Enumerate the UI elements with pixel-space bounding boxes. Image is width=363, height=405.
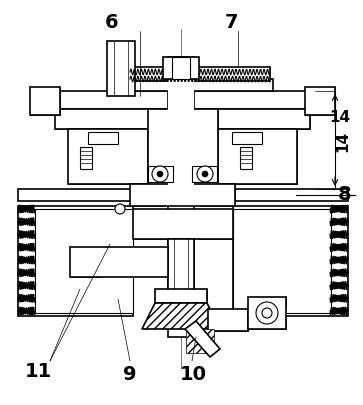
Text: 8: 8 <box>338 185 352 204</box>
Bar <box>215 110 310 130</box>
Bar <box>130 185 165 207</box>
Bar <box>148 110 218 190</box>
Bar <box>98 209 133 313</box>
Bar <box>168 58 194 198</box>
Text: 10: 10 <box>179 364 207 384</box>
Bar <box>88 133 118 145</box>
Bar <box>163 58 199 80</box>
Bar <box>217 130 297 185</box>
Bar <box>35 209 133 313</box>
Text: 11: 11 <box>24 362 52 381</box>
Bar <box>107 42 135 97</box>
Text: 6: 6 <box>105 13 119 32</box>
Bar <box>248 297 286 329</box>
Bar <box>217 130 297 185</box>
Circle shape <box>197 166 213 183</box>
Bar <box>172 58 190 80</box>
Bar <box>192 289 207 303</box>
Bar <box>148 110 218 190</box>
Bar <box>35 209 70 313</box>
Bar <box>18 190 348 202</box>
Bar <box>305 88 335 116</box>
Bar <box>68 130 148 185</box>
Bar <box>192 166 217 183</box>
Bar <box>40 92 155 110</box>
Bar <box>130 185 235 207</box>
Bar <box>150 110 215 130</box>
Bar <box>208 309 248 331</box>
Circle shape <box>262 308 272 318</box>
Bar <box>55 110 310 130</box>
Bar <box>130 68 270 82</box>
Bar <box>70 247 168 277</box>
Bar <box>248 319 286 329</box>
Circle shape <box>202 172 208 177</box>
Bar <box>232 133 262 145</box>
Text: 7: 7 <box>225 13 239 32</box>
Bar <box>155 289 207 303</box>
Bar <box>70 247 100 259</box>
Bar <box>55 110 150 130</box>
Bar <box>148 166 173 183</box>
Bar <box>198 209 233 239</box>
Circle shape <box>115 205 125 215</box>
Bar <box>128 80 273 92</box>
Bar <box>233 207 348 316</box>
Bar <box>40 92 325 110</box>
Bar <box>208 309 248 331</box>
Circle shape <box>157 172 163 177</box>
Bar <box>68 130 148 185</box>
Circle shape <box>152 166 168 183</box>
Bar <box>248 297 286 307</box>
Bar <box>233 209 268 313</box>
Text: 9: 9 <box>123 364 137 384</box>
Bar <box>80 148 92 170</box>
Text: 14: 14 <box>330 110 351 125</box>
Text: 14: 14 <box>335 130 351 151</box>
Bar <box>210 92 325 110</box>
Circle shape <box>256 302 278 324</box>
Bar <box>155 289 170 303</box>
Polygon shape <box>185 321 220 357</box>
Bar <box>168 58 194 337</box>
Bar <box>18 207 133 316</box>
Bar <box>168 239 194 319</box>
Bar <box>70 265 100 277</box>
Bar <box>133 209 168 239</box>
Bar <box>30 88 60 116</box>
Bar <box>296 209 331 313</box>
Polygon shape <box>142 303 220 329</box>
Bar <box>200 185 235 207</box>
Bar <box>133 209 233 239</box>
Bar <box>233 209 331 313</box>
Bar <box>305 88 335 116</box>
Bar <box>240 148 252 170</box>
Bar <box>186 329 214 353</box>
Bar <box>30 88 60 116</box>
